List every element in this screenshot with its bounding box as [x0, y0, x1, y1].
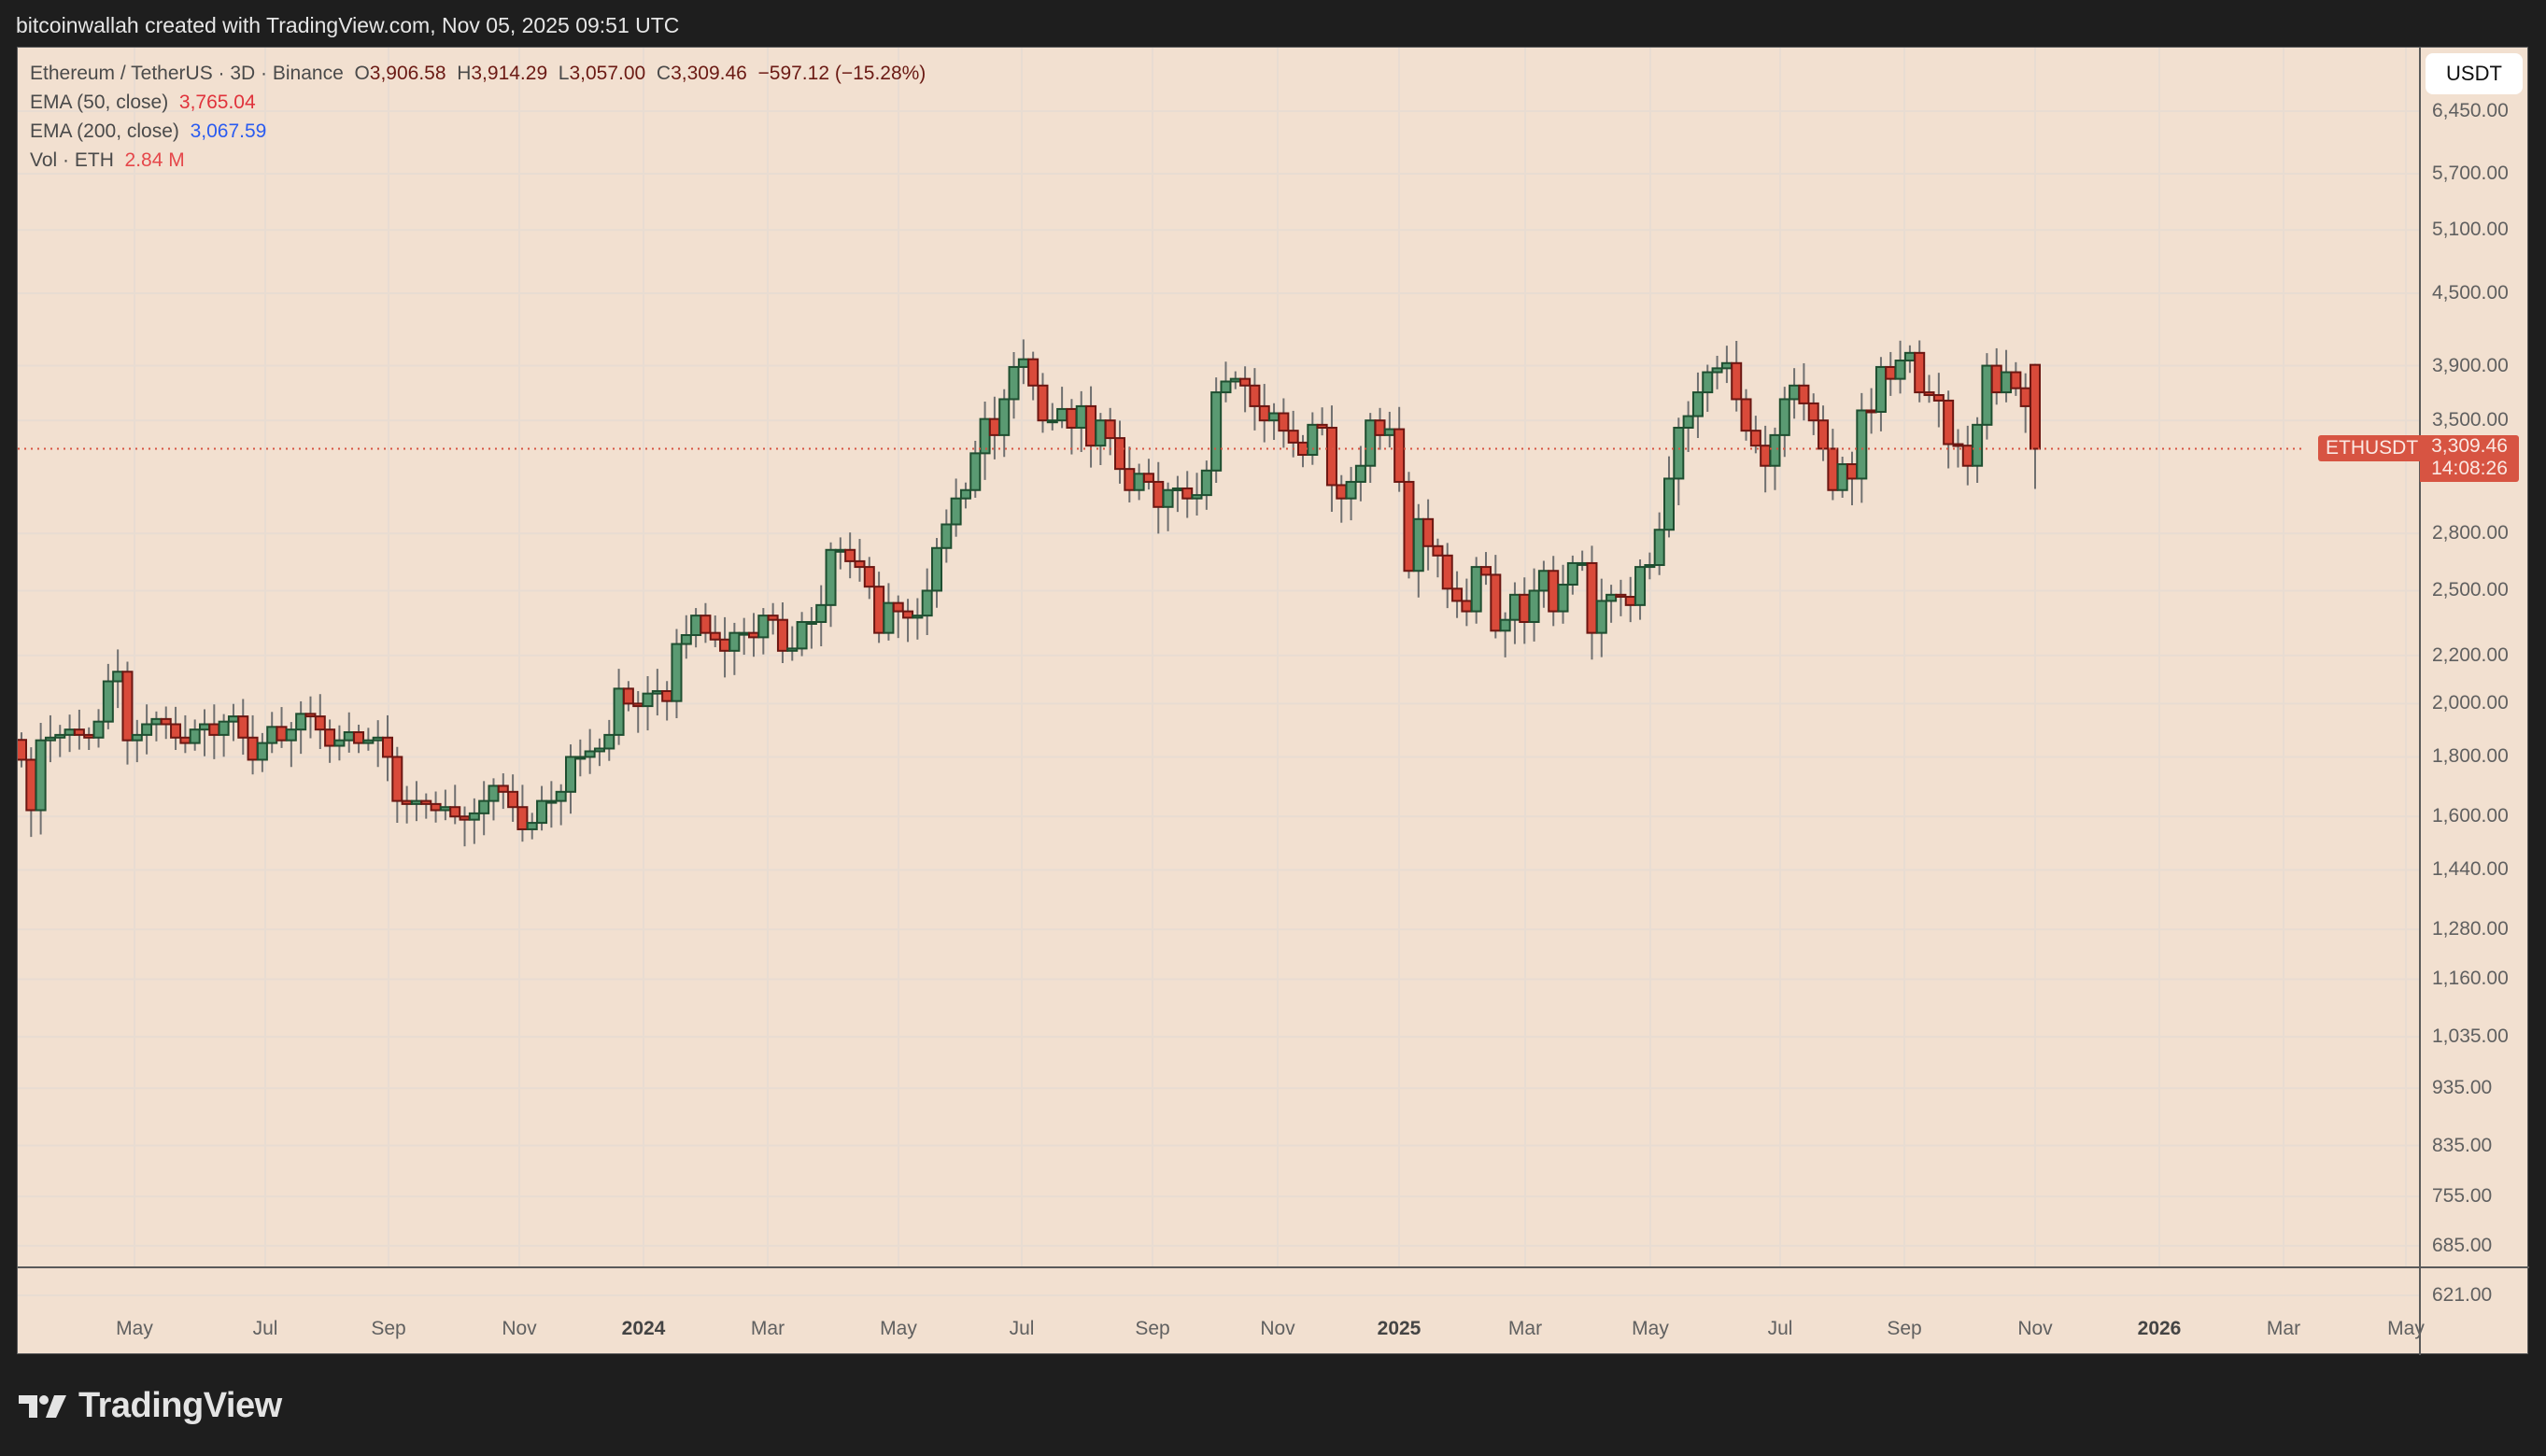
time-tick-label: Nov — [502, 1318, 537, 1339]
ema50-label: EMA (50, close) — [30, 92, 169, 113]
time-tick-label: Nov — [1260, 1318, 1295, 1339]
price-tick-label: 2,200.00 — [2432, 643, 2509, 666]
price-tick-label: 2,500.00 — [2432, 579, 2509, 601]
price-tick-label: 1,035.00 — [2432, 1025, 2509, 1048]
price-tick-label: 835.00 — [2432, 1134, 2493, 1156]
time-tick-label: Jul — [252, 1318, 278, 1339]
price-tick-label: 6,450.00 — [2432, 100, 2509, 121]
last-price-value: 3,309.46 — [2431, 435, 2508, 457]
last-price-badge: 3,309.46 14:08:26 — [2420, 435, 2519, 482]
candlestick-chart[interactable] — [18, 48, 2529, 1355]
attribution-text: bitcoinwallah created with TradingView.c… — [16, 13, 680, 37]
ema200-value: 3,067.59 — [190, 120, 267, 142]
price-tick-label: 755.00 — [2432, 1185, 2493, 1208]
bar-countdown: 14:08:26 — [2431, 458, 2508, 479]
high-value: 3,914.29 — [471, 63, 548, 84]
time-tick-label: Sep — [1887, 1318, 1922, 1339]
tradingview-logo-icon — [19, 1394, 66, 1418]
time-tick-label: May — [1632, 1318, 1669, 1339]
price-tick-label: 1,600.00 — [2432, 805, 2509, 827]
chart-legend: Ethereum / TetherUS · 3D · Binance O3,90… — [30, 59, 926, 175]
price-tick-label: 621.00 — [2432, 1284, 2493, 1306]
time-tick-label: Mar — [750, 1318, 785, 1339]
volume-label: Vol · ETH — [30, 149, 114, 171]
candles — [18, 339, 2041, 847]
time-tick-label: Mar — [1507, 1318, 1543, 1339]
ema200-legend-row[interactable]: EMA (200, close) 3,067.59 — [30, 117, 926, 146]
volume-value: 2.84 M — [124, 149, 185, 171]
time-tick-label: May — [116, 1318, 153, 1339]
price-tick-label: 3,900.00 — [2432, 354, 2509, 376]
price-tick-label: 1,440.00 — [2432, 858, 2509, 881]
time-tick-label: Mar — [2266, 1318, 2301, 1339]
chart-frame[interactable]: Ethereum / TetherUS · 3D · Binance O3,90… — [17, 47, 2529, 1355]
ema50-value: 3,765.04 — [178, 92, 256, 113]
time-tick-label: 2024 — [621, 1318, 666, 1339]
time-tick-label: Jul — [1767, 1318, 1793, 1339]
attribution-bar: bitcoinwallah created with TradingView.c… — [0, 0, 2546, 47]
symbol-name[interactable]: Ethereum / TetherUS · 3D · Binance — [30, 63, 344, 84]
tradingview-logo[interactable]: TradingView — [19, 1386, 282, 1426]
price-tick-label: 2,800.00 — [2432, 522, 2509, 544]
time-tick-label: 2025 — [1377, 1318, 1422, 1339]
ema50-legend-row[interactable]: EMA (50, close) 3,765.04 — [30, 88, 926, 117]
price-tick-label: 1,160.00 — [2432, 968, 2509, 990]
price-tick-label: 5,100.00 — [2432, 219, 2509, 241]
price-tick-label: 2,000.00 — [2432, 692, 2509, 714]
open-value: 3,906.58 — [369, 63, 446, 84]
change-value: −597.12 (−15.28%) — [757, 63, 926, 84]
time-tick-label: Jul — [1009, 1318, 1035, 1339]
footer-brand: TradingView — [78, 1386, 282, 1425]
time-tick-label: Sep — [1135, 1318, 1170, 1339]
grid — [18, 48, 2420, 1296]
time-tick-label: Nov — [2017, 1318, 2053, 1339]
currency-button[interactable]: USDT — [2426, 53, 2523, 94]
time-tick-label: May — [2387, 1318, 2425, 1339]
volume-legend-row[interactable]: Vol · ETH 2.84 M — [30, 146, 926, 175]
time-tick-label: 2026 — [2137, 1318, 2182, 1339]
close-value: 3,309.46 — [671, 63, 747, 84]
low-value: 3,057.00 — [569, 63, 646, 84]
price-tick-label: 1,280.00 — [2432, 918, 2509, 940]
time-tick-label: Sep — [371, 1318, 406, 1339]
time-tick-label: May — [880, 1318, 917, 1339]
symbol-price-tag: ETHUSDT — [2318, 435, 2426, 461]
symbol-legend-row[interactable]: Ethereum / TetherUS · 3D · Binance O3,90… — [30, 63, 926, 84]
price-tick-label: 935.00 — [2432, 1077, 2493, 1099]
price-tick-label: 685.00 — [2432, 1234, 2493, 1256]
price-tick-label: 1,800.00 — [2432, 745, 2509, 768]
price-tick-label: 4,500.00 — [2432, 282, 2509, 304]
price-tick-label: 5,700.00 — [2432, 162, 2509, 184]
ema200-label: EMA (200, close) — [30, 120, 179, 142]
price-tick-label: 3,500.00 — [2432, 409, 2509, 431]
